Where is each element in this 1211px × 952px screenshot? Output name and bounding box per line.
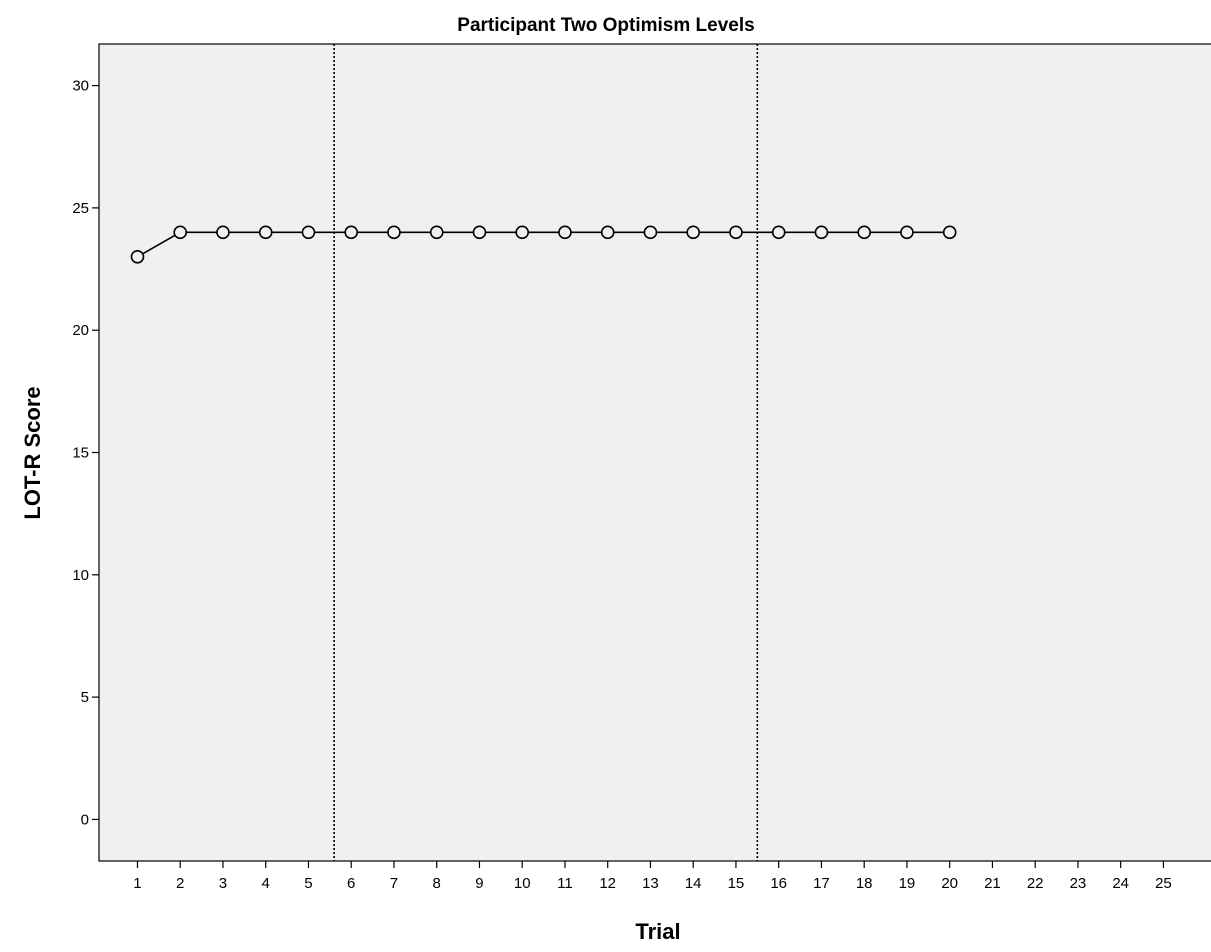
data-point (258, 225, 273, 240)
data-point (216, 225, 230, 240)
data-point (130, 250, 145, 264)
x-tick-label: 21 (984, 875, 1001, 892)
x-tick-label: 1 (133, 875, 141, 892)
x-tick-label: 13 (642, 875, 659, 892)
data-point (857, 225, 871, 240)
x-tick-label: 7 (390, 875, 398, 892)
phase-change-lines (333, 44, 759, 861)
x-tick-label: 17 (813, 875, 830, 892)
data-point (900, 225, 914, 240)
chart-title: Participant Two Optimism Levels (457, 15, 754, 36)
x-tick-label: 25 (1155, 875, 1172, 892)
data-point (942, 225, 957, 240)
x-tick-label: 20 (941, 875, 958, 892)
y-tick-label: 5 (81, 689, 89, 706)
y-axis-title: LOT-R Score (20, 386, 45, 519)
y-tick-label: 15 (72, 445, 89, 462)
x-tick-label: 9 (475, 875, 483, 892)
data-point (814, 225, 829, 240)
data-point (472, 225, 487, 240)
data-point (173, 225, 188, 240)
data-point (387, 225, 401, 240)
x-tick-label: 8 (433, 875, 441, 892)
x-tick-label: 6 (347, 875, 355, 892)
x-tick-label: 16 (770, 875, 787, 892)
y-tick-label: 20 (72, 322, 89, 339)
x-tick-label: 12 (599, 875, 616, 892)
data-point (686, 225, 700, 240)
x-tick-label: 11 (557, 875, 573, 892)
data-point (729, 225, 743, 240)
x-axis: 1 2 3 4 5 6 7 8 9 10 11 12 13 14 15 16 17 18 19 20 21 22 23 24 2… (133, 861, 1172, 892)
x-tick-label: 24 (1112, 875, 1129, 892)
data-point (301, 225, 316, 240)
series-line (137, 231, 950, 258)
x-tick-label: 2 (176, 875, 184, 892)
x-axis-title: Trial (635, 919, 680, 944)
y-tick-label: 30 (72, 78, 89, 95)
x-tick-label: 23 (1070, 875, 1087, 892)
data-point (771, 225, 786, 240)
data-point (600, 225, 615, 240)
y-tick-label: 10 (72, 567, 89, 584)
plot-area (98, 43, 1211, 862)
x-tick-label: 15 (728, 875, 745, 892)
data-point (344, 225, 359, 240)
x-tick-label: 19 (899, 875, 916, 892)
y-axis: 0 5 10 15 20 25 30 (72, 78, 99, 828)
data-point (643, 225, 658, 240)
y-tick-label: 25 (72, 200, 89, 217)
data-points (130, 225, 957, 264)
x-tick-label: 18 (856, 875, 873, 892)
data-point (515, 225, 530, 240)
x-tick-label: 22 (1027, 875, 1044, 892)
x-tick-label: 14 (685, 875, 702, 892)
y-tick-label: 0 (81, 811, 89, 828)
x-tick-label: 3 (219, 875, 227, 892)
data-point (429, 225, 444, 240)
x-tick-label: 4 (262, 875, 270, 892)
x-tick-label: 5 (304, 875, 312, 892)
x-tick-label: 10 (514, 875, 531, 892)
data-point (558, 225, 572, 240)
